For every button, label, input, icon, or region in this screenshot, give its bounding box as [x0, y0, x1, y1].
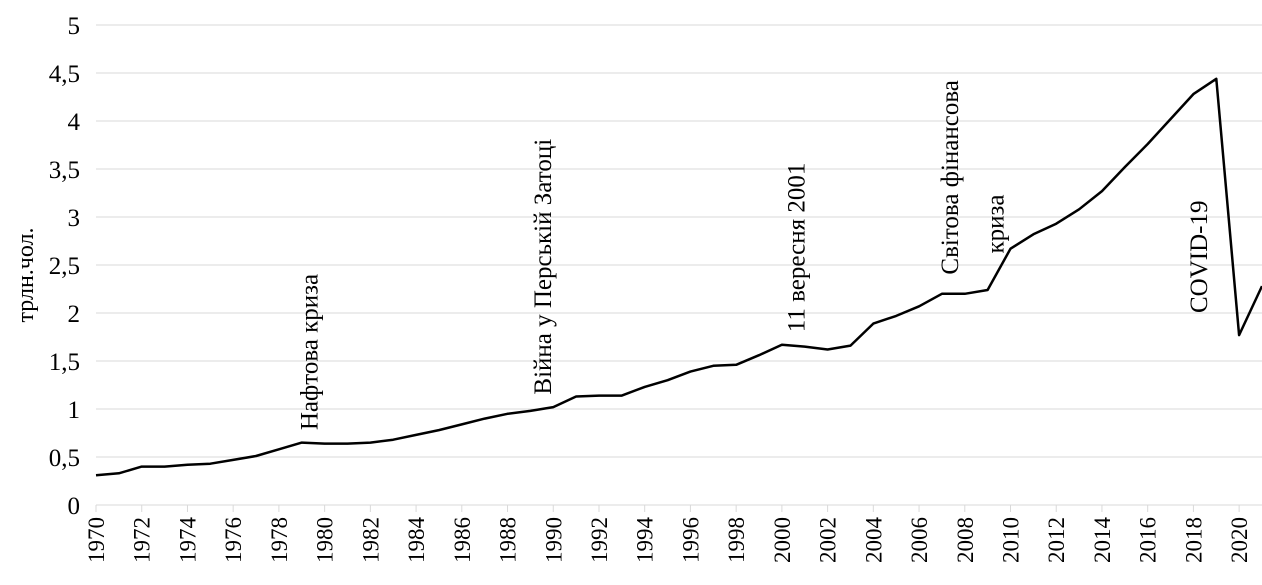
annotation-label: криза: [983, 194, 1010, 253]
series: [95, 77, 1262, 477]
x-tick-label: 1980: [313, 517, 338, 563]
x-tick-label: 1994: [633, 517, 658, 564]
x-tick-label: 1978: [267, 517, 292, 563]
annotation-label: Війна у Перській Затоці: [530, 139, 557, 395]
y-tick-label: 0: [68, 493, 81, 520]
x-tick-label: 2010: [999, 517, 1024, 563]
y-tick-label: 2: [68, 301, 81, 328]
x-tick-label: 1976: [221, 517, 246, 563]
x-tick-label: 2008: [953, 517, 978, 563]
x-tick-label: 2004: [861, 517, 886, 564]
y-tick-label: 2,5: [49, 253, 80, 280]
x-tick-label: 2020: [1227, 517, 1252, 563]
x-tick-label: 1982: [358, 517, 383, 563]
x-tick-label: 1992: [587, 517, 612, 563]
annotation-label: COVID-19: [1186, 201, 1213, 314]
y-tick-label: 1: [68, 397, 81, 424]
x-tick-label: 2000: [770, 517, 795, 563]
x-axis: 1970 1972 1974 1976 1978 1980 1982 1984 1986 1988…: [84, 505, 1252, 563]
x-tick-label: 1988: [496, 517, 521, 563]
y-tick-label: 3: [68, 205, 81, 232]
x-tick-label: 2016: [1136, 517, 1161, 563]
x-tick-label: 2006: [907, 517, 932, 563]
annotation-label: Світова фінансова: [937, 80, 964, 275]
y-tick-label: 3,5: [49, 157, 80, 184]
x-tick-label: 1972: [130, 517, 155, 563]
series-line: [95, 77, 1262, 477]
x-tick-label: 1996: [678, 517, 703, 563]
x-tick-label: 1998: [724, 517, 749, 563]
gridlines: [96, 24, 1262, 506]
x-tick-label: 2002: [816, 517, 841, 563]
x-tick-label: 2018: [1181, 517, 1206, 563]
y-axis: 0 0,5 1 1,5 2 2,5 3 3,5 4 4,5 5: [49, 13, 81, 520]
x-tick-label: 1986: [450, 517, 475, 563]
x-tick-label: 2014: [1090, 517, 1115, 564]
x-tick-label: 1970: [84, 517, 109, 563]
y-tick-label: 4: [68, 109, 81, 136]
x-tick-label: 2012: [1044, 517, 1069, 563]
y-tick-label: 1,5: [49, 349, 80, 376]
annotation-label: Нафтова криза: [297, 274, 324, 430]
annotations: Нафтова криза Війна у Перській Затоці 11 в…: [297, 80, 1213, 430]
y-tick-label: 4,5: [49, 61, 80, 88]
y-tick-label: 0,5: [49, 445, 80, 472]
x-tick-label: 1990: [541, 517, 566, 563]
x-tick-label: 1974: [175, 517, 200, 564]
x-tick-label: 1984: [404, 517, 429, 564]
y-tick-label: 5: [68, 13, 81, 40]
y-axis-label: трлн.чол.: [13, 227, 39, 322]
annotation-label: 11 вересня 2001: [784, 163, 811, 333]
